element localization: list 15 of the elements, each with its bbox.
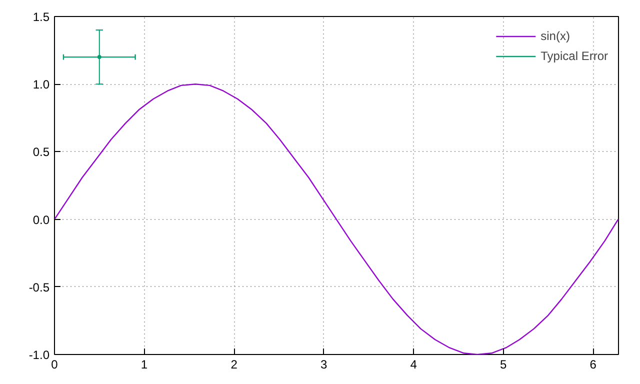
x-tick-label: 4 [410,358,418,372]
x-tick-label: 1 [140,358,148,372]
x-tick-label: 3 [320,358,328,372]
y-tick-label: -0.5 [28,280,50,294]
y-tick-label: 0.5 [32,145,50,160]
y-tick-label: 1.0 [32,78,50,92]
y-tick-label: -1.0 [28,348,50,362]
x-tick-label: 5 [500,358,507,372]
y-tick-label: 1.5 [32,10,50,24]
x-tick-label: 2 [230,358,238,372]
x-tick-label: 0 [51,358,58,372]
y-tick-label: 0.0 [32,212,50,227]
x-tick-label: 6 [590,358,597,372]
legend-label: sin(x) [540,29,570,43]
legend-label: Typical Error [540,49,608,63]
